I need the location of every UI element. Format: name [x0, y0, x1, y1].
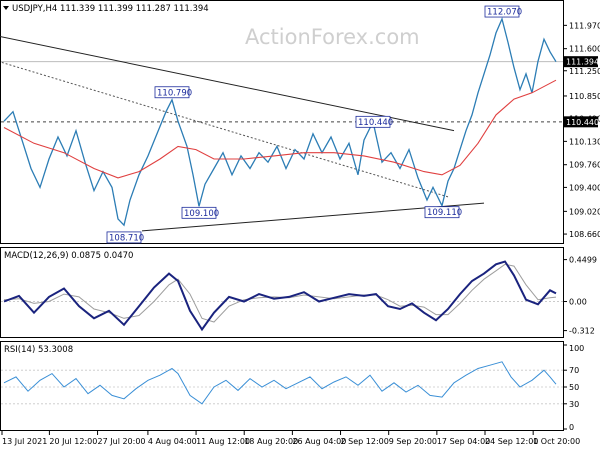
price-annotation-label: 110.440 — [358, 118, 393, 128]
price-annotation-box — [355, 115, 391, 128]
rsi-panel-title: RSI(14) 53.3008 — [4, 345, 73, 355]
price-annotation-label: 109.100 — [184, 209, 219, 219]
price-annotation-box — [154, 86, 190, 99]
level-price-badge-text: 110.440 — [566, 118, 599, 127]
time-tick-label: 1 Oct 20:00 — [533, 437, 580, 446]
price-y-tick-label: 110.850 — [569, 92, 600, 101]
time-axis: 13 Jul 2021 20 Jul 12:00 27 Jul 20:00 4 Aug… — [1, 431, 580, 446]
price-annotation-label: 112.070 — [487, 8, 522, 18]
macd-layer: 0.4499 0.00 -0.312 — [1, 256, 597, 336]
rsi-y-tick-label: 30 — [569, 400, 579, 409]
price-layer: 111.970111.600111.250110.850110.490110.1… — [0, 5, 600, 244]
macd-y-tick-label: -0.312 — [569, 327, 595, 336]
rsi-line — [3, 361, 557, 405]
current-price-badge-text: 111.394 — [566, 58, 599, 67]
rsi-y-tick-label: 50 — [569, 383, 579, 392]
rsi-layer: 100 70 50 30 0 — [1, 344, 584, 432]
price-y-tick-label: 109.020 — [569, 207, 600, 216]
moving-average-line — [3, 79, 557, 179]
price-annotation-label: 108.710 — [109, 233, 144, 243]
macd-y-tick-label: 0.00 — [569, 298, 587, 307]
macd-panel-frame — [0, 247, 564, 338]
macd-line — [3, 260, 557, 332]
price-annotation-box — [106, 231, 142, 244]
time-tick-label: 20 Jul 12:00 — [49, 437, 97, 446]
current-price-badge-box — [564, 56, 598, 68]
trendline-solid — [0, 35, 455, 132]
time-tick-label: 2 Sep 12:00 — [341, 437, 389, 446]
time-tick-label: 18 Aug 20:00 — [244, 437, 298, 446]
price-y-tick-label: 108.660 — [569, 230, 600, 239]
rsi-y-tick-label: 100 — [569, 344, 584, 353]
price-y-tick-label: 109.400 — [569, 183, 600, 192]
time-tick-label: 11 Aug 12:00 — [196, 437, 250, 446]
price-annotation-label: 110.790 — [157, 88, 192, 98]
rsi-y-tick-label: 0 — [569, 423, 574, 432]
time-tick-label: 26 Aug 04:00 — [292, 437, 346, 446]
macd-panel-title: MACD(12,26,9) 0.0875 0.0470 — [4, 251, 133, 261]
time-tick-label: 13 Jul 2021 — [2, 437, 47, 446]
price-annotation-box — [181, 206, 217, 219]
time-tick-label: 27 Jul 20:00 — [98, 437, 146, 446]
price-annotation-label: 109.110 — [427, 208, 462, 218]
price-y-tick-label: 109.760 — [569, 161, 600, 170]
time-tick-label: 17 Sep 04:00 — [437, 437, 490, 446]
time-tick-label: 9 Sep 20:00 — [389, 437, 437, 446]
macd-signal-line — [3, 263, 557, 323]
time-tick-label: 4 Aug 04:00 — [148, 437, 197, 446]
collapse-triangle-icon[interactable] — [3, 6, 9, 10]
price-annotation-box — [484, 5, 520, 18]
price-panel-title: USDJPY,H4 111.339 111.399 111.287 111.39… — [12, 4, 209, 14]
price-y-tick-label: 111.250 — [569, 67, 600, 76]
watermark: ActionForex.com — [245, 25, 420, 49]
time-tick-label: 24 Sep 12:00 — [485, 437, 538, 446]
price-annotation-box — [424, 206, 460, 219]
price-y-tick-label: 111.600 — [569, 45, 600, 54]
rsi-y-tick-label: 70 — [569, 366, 579, 375]
level-price-badge-box — [564, 116, 598, 128]
price-y-tick-label: 110.130 — [569, 137, 600, 146]
macd-y-tick-label: 0.4499 — [569, 256, 597, 265]
price-series-line — [3, 16, 557, 227]
price-y-tick-label: 111.970 — [569, 21, 600, 30]
